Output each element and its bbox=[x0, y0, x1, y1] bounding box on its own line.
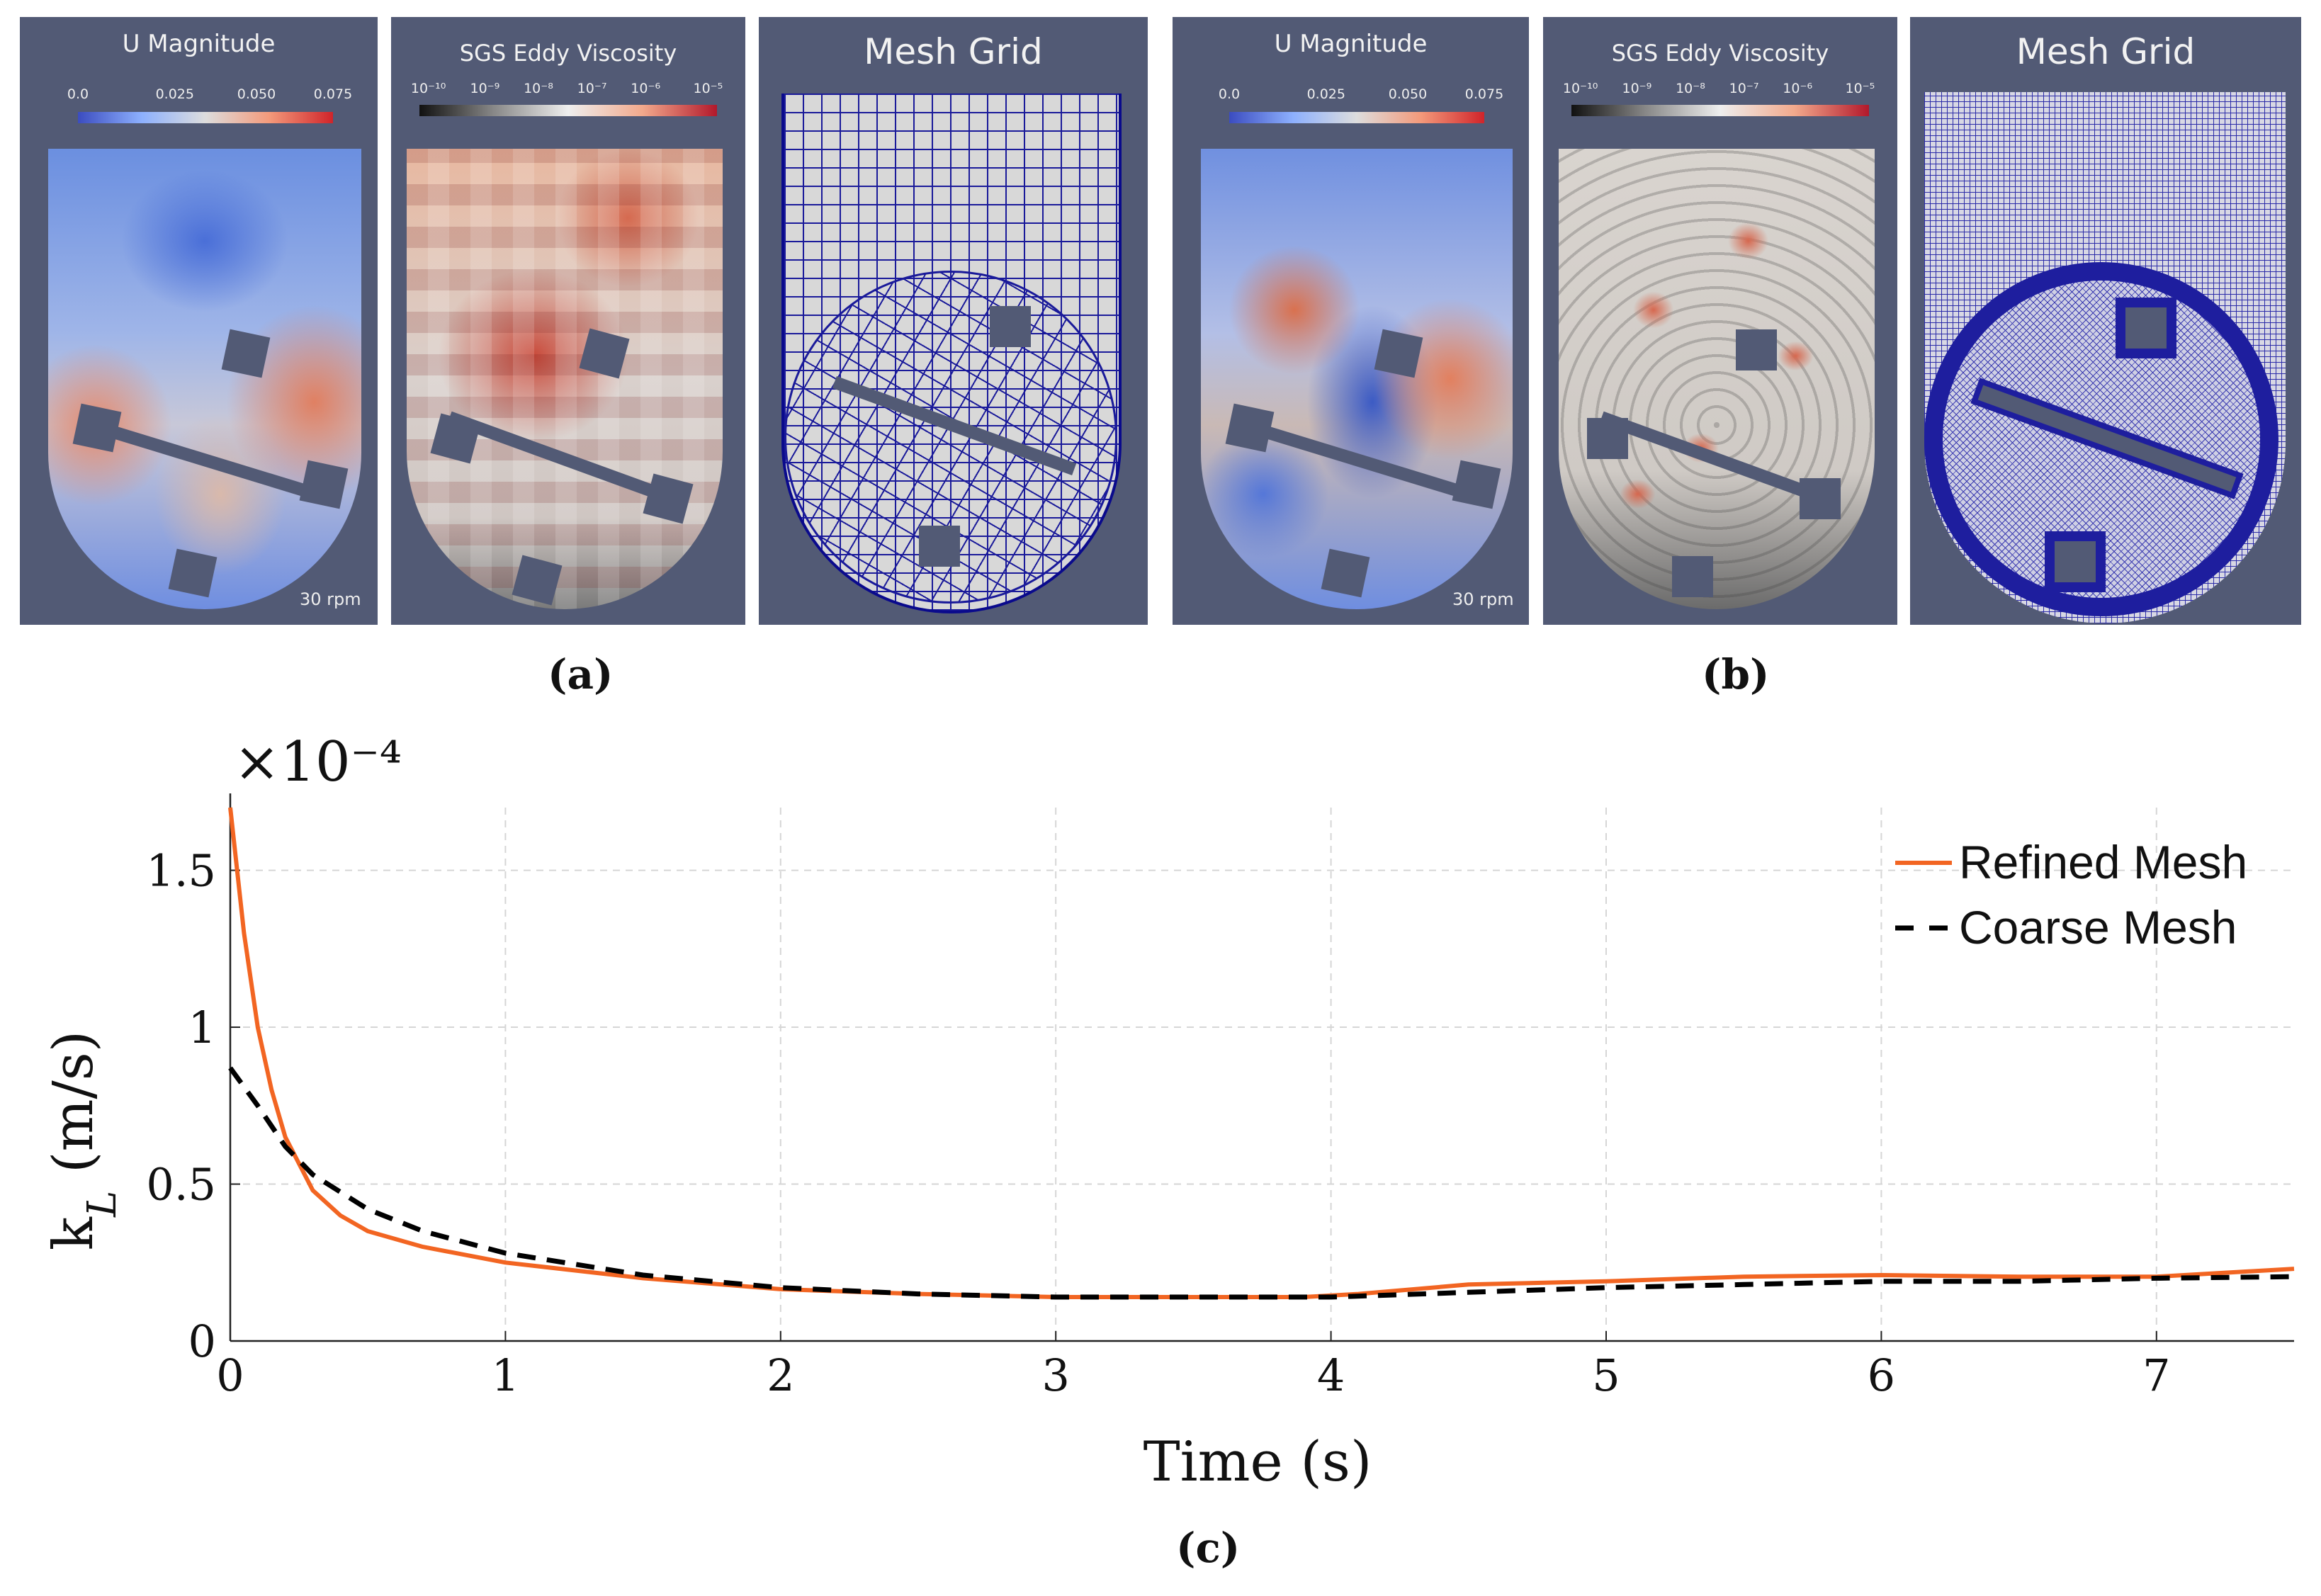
tick: 10⁻⁸ bbox=[524, 81, 553, 96]
x-tick-label: 2 bbox=[767, 1349, 794, 1401]
baffle-block bbox=[512, 555, 563, 606]
x-tick-label: 7 bbox=[2142, 1349, 2170, 1401]
x-tick-label: 5 bbox=[1592, 1349, 1620, 1401]
baffle-block bbox=[1374, 329, 1423, 378]
sgs-colorbar bbox=[1571, 105, 1869, 116]
tick: 10⁻⁵ bbox=[1845, 81, 1875, 96]
y-label-units: (m/s) bbox=[42, 1031, 106, 1191]
baffle-block bbox=[168, 548, 218, 598]
x-axis-label: Time (s) bbox=[1143, 1430, 1372, 1494]
panel-title: SGS Eddy Viscosity bbox=[459, 40, 677, 67]
axis-multiplier: ×10⁻⁴ bbox=[234, 730, 402, 794]
baffle-block bbox=[1321, 548, 1370, 598]
sgs-viscosity-panel-a: SGS Eddy Viscosity 10⁻¹⁰ 10⁻⁹ 10⁻⁸ 10⁻⁷ … bbox=[391, 17, 745, 625]
mesh-view bbox=[1924, 92, 2286, 623]
baffle-block bbox=[919, 526, 960, 567]
u-magnitude-panel-a: U Magnitude 0.0 0.025 0.050 0.075 30 rpm bbox=[20, 17, 378, 625]
baffle-block bbox=[643, 473, 694, 524]
tick: 10⁻⁶ bbox=[1783, 81, 1813, 96]
axes bbox=[229, 793, 2294, 1342]
baffle-block bbox=[2116, 298, 2176, 358]
tick: 0.025 bbox=[155, 86, 194, 102]
tick: 0.0 bbox=[67, 86, 89, 102]
tick: 0.025 bbox=[1306, 86, 1345, 102]
rpm-label: 30 rpm bbox=[300, 589, 361, 609]
tick: 10⁻⁸ bbox=[1676, 81, 1705, 96]
baffle-block bbox=[1452, 460, 1501, 509]
tick: 10⁻⁹ bbox=[470, 81, 500, 96]
subfigure-label-a: (a) bbox=[548, 650, 614, 698]
panel-title: Mesh Grid bbox=[864, 31, 1043, 72]
baffle-block bbox=[1800, 478, 1841, 519]
legend-label: Refined Mesh bbox=[1959, 836, 2247, 888]
y-label-subscript: L bbox=[79, 1191, 125, 1218]
baffle-block bbox=[1225, 403, 1275, 453]
y-tick-label: 1 bbox=[188, 1002, 216, 1053]
mesh-grid-panel-b: Mesh Grid bbox=[1910, 17, 2301, 625]
u-colorbar bbox=[78, 112, 333, 123]
tick: 0.050 bbox=[1388, 86, 1428, 102]
x-tick-label: 1 bbox=[492, 1349, 519, 1401]
y-tick-label: 1.5 bbox=[146, 845, 216, 897]
baffle-block bbox=[221, 329, 271, 378]
y-tick-labels: 0 0.5 1 1.5 bbox=[146, 845, 216, 1367]
legend-label: Coarse Mesh bbox=[1959, 901, 2237, 953]
tick: 0.0 bbox=[1218, 86, 1241, 102]
x-tick-label: 6 bbox=[1868, 1349, 1895, 1401]
mesh-view bbox=[781, 94, 1122, 613]
x-tick-label: 4 bbox=[1317, 1349, 1345, 1401]
mesh-grid-panel-a: Mesh Grid bbox=[759, 17, 1148, 625]
baffle-block bbox=[1672, 556, 1713, 597]
x-tick-label: 0 bbox=[216, 1349, 244, 1401]
subfigure-label-b: (b) bbox=[1702, 650, 1770, 698]
tick: 0.075 bbox=[313, 86, 353, 102]
x-tick-label: 3 bbox=[1041, 1349, 1069, 1401]
y-tick-label: 0.5 bbox=[146, 1159, 216, 1211]
tick: 10⁻¹⁰ bbox=[410, 81, 446, 96]
sgs-field-view bbox=[407, 149, 723, 609]
tick: 0.050 bbox=[237, 86, 276, 102]
panel-title: U Magnitude bbox=[1274, 30, 1428, 58]
tick: 10⁻⁹ bbox=[1622, 81, 1652, 96]
u-colorbar bbox=[1229, 112, 1484, 123]
rpm-label: 30 rpm bbox=[1452, 589, 1514, 609]
u-magnitude-panel-b: U Magnitude 0.0 0.025 0.050 0.075 30 rpm bbox=[1173, 17, 1529, 625]
baffle-block bbox=[72, 403, 122, 453]
series-line-coarse-mesh bbox=[228, 1066, 2295, 1300]
baffle-block bbox=[1587, 418, 1628, 459]
legend: Refined Mesh Coarse Mesh bbox=[1895, 836, 2247, 953]
sgs-viscosity-panel-b: SGS Eddy Viscosity 10⁻¹⁰ 10⁻⁹ 10⁻⁸ 10⁻⁷ … bbox=[1543, 17, 1897, 625]
baffle-block bbox=[299, 460, 349, 509]
tick: 0.075 bbox=[1464, 86, 1504, 102]
tick: 10⁻¹⁰ bbox=[1562, 81, 1598, 96]
kl-time-chart: 0 1 2 3 4 5 6 7 0 0.5 1 1.5 ×10⁻⁴ kL (m/s) Time (s… bbox=[42, 730, 2295, 1572]
baffle-block bbox=[579, 328, 630, 379]
panel-title: U Magnitude bbox=[122, 30, 276, 58]
x-tick-labels: 0 1 2 3 4 5 6 7 bbox=[216, 1349, 2170, 1401]
velocity-field-view bbox=[1201, 149, 1513, 609]
tick: 10⁻⁷ bbox=[577, 81, 607, 96]
tick: 10⁻⁵ bbox=[693, 81, 723, 96]
baffle-block bbox=[990, 306, 1031, 347]
sgs-colorbar bbox=[419, 105, 717, 116]
subfigure-label-c: (c) bbox=[1176, 1524, 1240, 1572]
tick: 10⁻⁶ bbox=[631, 81, 661, 96]
y-tick-label: 0 bbox=[188, 1315, 216, 1367]
tick: 10⁻⁷ bbox=[1729, 81, 1759, 96]
panel-title: SGS Eddy Viscosity bbox=[1611, 40, 1829, 67]
baffle-block bbox=[1736, 329, 1777, 370]
y-axis-label: kL (m/s) bbox=[42, 1031, 125, 1250]
data-series bbox=[228, 807, 2295, 1300]
baffle-block bbox=[2045, 531, 2106, 592]
velocity-field-view bbox=[48, 149, 361, 609]
panel-title: Mesh Grid bbox=[2016, 31, 2196, 72]
sgs-field-view bbox=[1559, 149, 1875, 609]
